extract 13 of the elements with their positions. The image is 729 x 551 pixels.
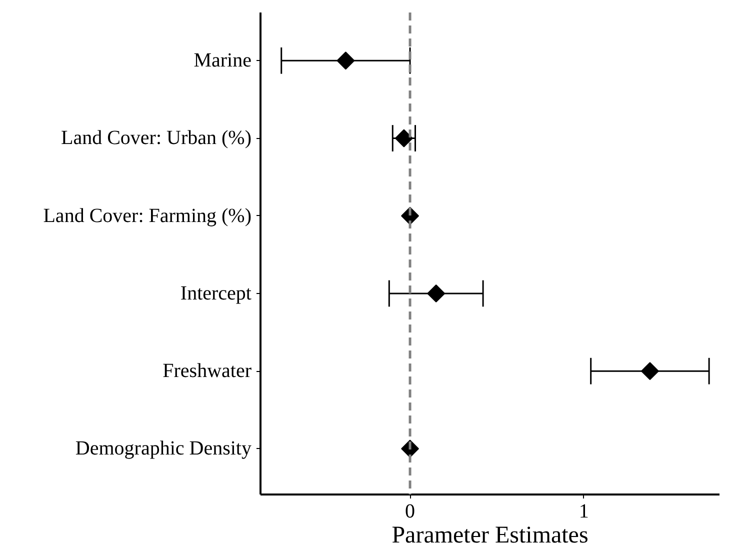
y-tick-label: Marine [194, 50, 252, 72]
y-tick-label: Demographic Density [75, 438, 252, 460]
y-tick-label: Intercept [180, 282, 252, 304]
x-tick-label: 1 [578, 500, 589, 522]
y-tick-label: Land Cover: Farming (%) [43, 204, 252, 227]
y-tick-label: Freshwater [162, 360, 252, 382]
y-tick-label: Land Cover: Urban (%) [61, 127, 252, 150]
x-axis-title: Parameter Estimates [392, 522, 588, 548]
point [427, 284, 446, 302]
point [394, 129, 413, 148]
point [640, 362, 659, 380]
point [336, 52, 355, 70]
x-tick-label: 0 [405, 500, 416, 522]
